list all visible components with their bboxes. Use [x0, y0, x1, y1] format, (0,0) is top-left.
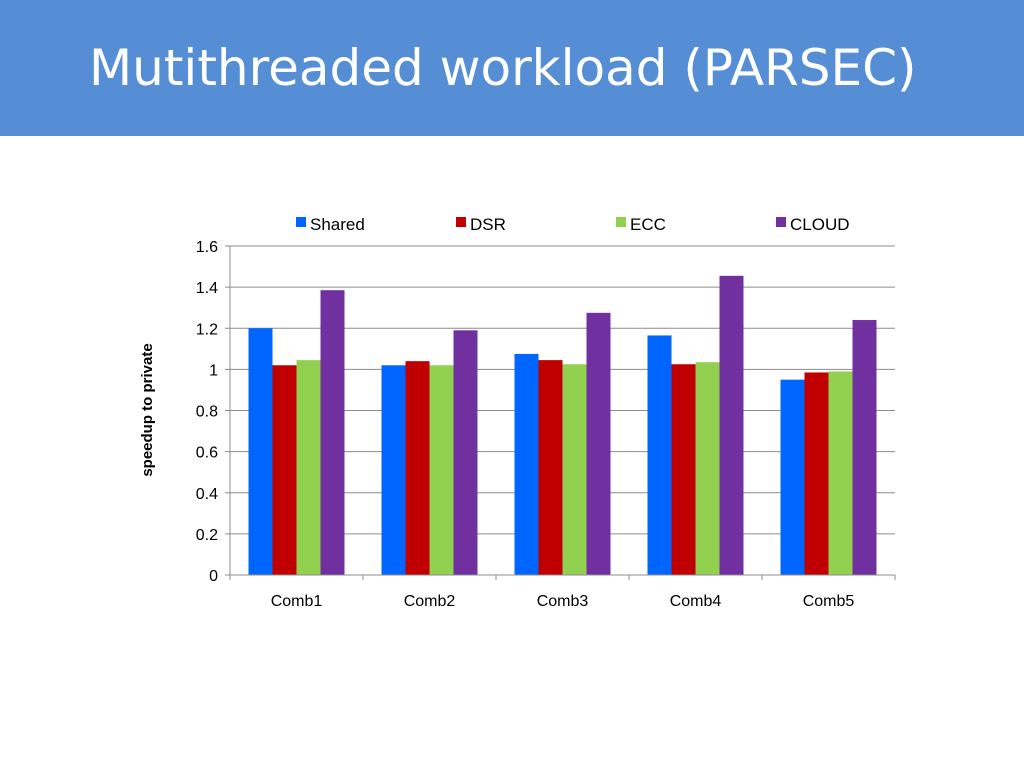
legend-swatch-ecc: [616, 217, 626, 227]
bar-ecc-comb5: [828, 371, 853, 575]
bar-cloud-comb1: [320, 290, 345, 575]
legend-label-ecc: ECC: [630, 215, 666, 234]
bar-shared-comb1: [248, 328, 273, 575]
bar-shared-comb5: [780, 379, 805, 575]
chart-legend: Shared DSR ECC CLOUD: [296, 215, 850, 234]
legend-label-dsr: DSR: [470, 215, 506, 234]
y-tick-label: 0.2: [196, 527, 218, 544]
x-tick-label: Comb3: [537, 593, 589, 610]
bar-shared-comb3: [514, 353, 539, 575]
x-tick-label: Comb5: [803, 593, 855, 610]
bar-shared-comb4: [647, 335, 672, 575]
x-tick-labels: Comb1 Comb2 Comb3 Comb4 Comb5: [271, 593, 855, 610]
bar-dsr-comb2: [405, 361, 430, 575]
y-tick-label: 0.4: [196, 486, 218, 503]
bar-cloud-comb4: [719, 275, 744, 575]
chart-axes: [225, 245, 896, 580]
title-bar: Mutithreaded workload (PARSEC): [0, 0, 1024, 136]
x-tick-label: Comb1: [271, 593, 323, 610]
y-tick-label: 1.4: [196, 280, 218, 297]
x-tick-label: Comb4: [670, 593, 722, 610]
legend-label-cloud: CLOUD: [790, 215, 850, 234]
bar-ecc-comb1: [296, 360, 321, 575]
x-tick-label: Comb2: [404, 593, 456, 610]
bar-ecc-comb4: [695, 362, 720, 575]
legend-swatch-dsr: [456, 217, 466, 227]
y-tick-label: 0: [209, 568, 218, 585]
chart-bars: [248, 275, 877, 575]
bar-cloud-comb2: [453, 330, 478, 575]
slide-title: Mutithreaded workload (PARSEC): [89, 39, 917, 97]
bar-dsr-comb3: [538, 360, 563, 575]
y-tick-labels: 0 0.2 0.4 0.6 0.8 1 1.2 1.4 1.6: [196, 239, 218, 585]
y-tick-label: 1.2: [196, 321, 218, 338]
legend-label-shared: Shared: [310, 215, 365, 234]
bar-ecc-comb3: [562, 364, 587, 575]
bar-dsr-comb1: [272, 365, 297, 575]
y-tick-label: 1: [209, 362, 218, 379]
legend-swatch-cloud: [776, 217, 786, 227]
bar-dsr-comb4: [671, 364, 696, 575]
y-tick-label: 0.6: [196, 445, 218, 462]
y-tick-label: 0.8: [196, 404, 218, 421]
bar-ecc-comb2: [429, 365, 454, 575]
bar-shared-comb2: [381, 365, 406, 575]
y-axis-label: speedup to private: [139, 343, 156, 476]
bar-dsr-comb5: [804, 372, 829, 575]
bar-cloud-comb5: [852, 320, 877, 575]
y-tick-label: 1.6: [196, 239, 218, 256]
legend-swatch-shared: [296, 217, 306, 227]
bar-cloud-comb3: [586, 312, 611, 575]
